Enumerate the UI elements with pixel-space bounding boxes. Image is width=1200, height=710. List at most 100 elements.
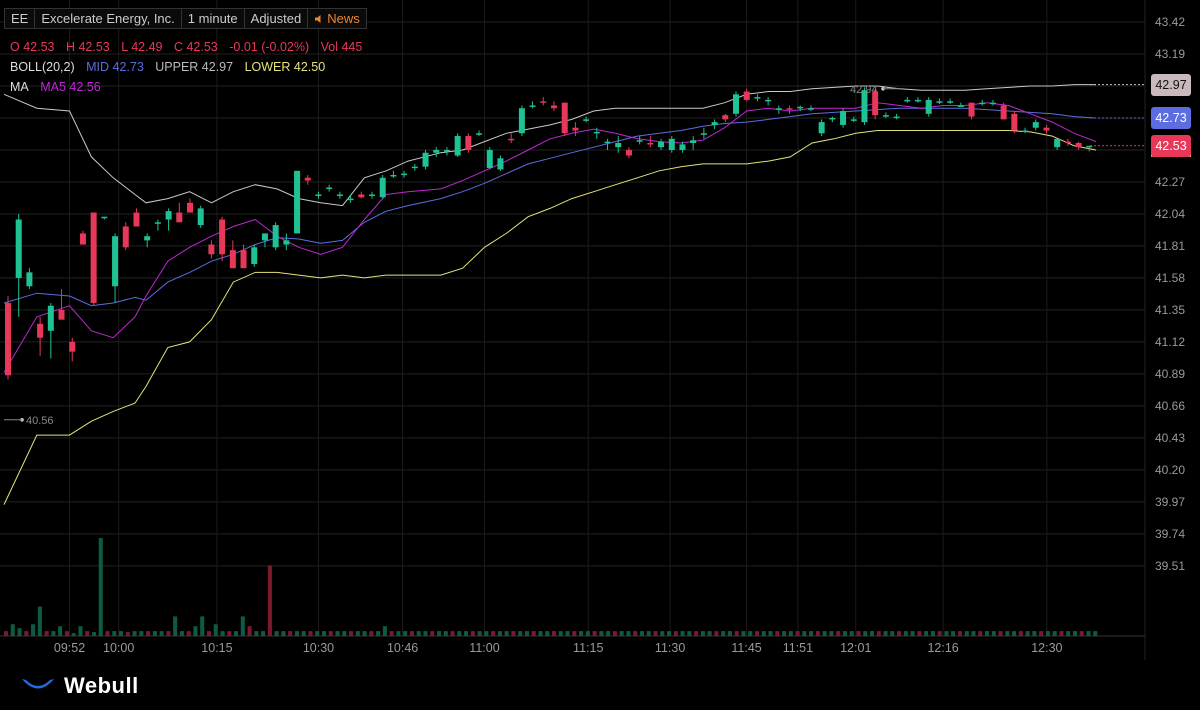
volume-bar (1018, 631, 1023, 636)
candle-body (1011, 113, 1018, 131)
volume-bar (146, 631, 151, 636)
candle-body (112, 236, 119, 287)
volume-bar (585, 631, 590, 636)
volume-bar (1039, 631, 1044, 636)
volume-bar (37, 606, 42, 636)
volume-bar (829, 631, 834, 636)
volume-bar (572, 631, 577, 636)
y-tick-label: 43.19 (1155, 46, 1186, 61)
ma-legend[interactable]: MA MA5 42.56 (10, 80, 109, 94)
volume-bar (1032, 631, 1037, 636)
candle-body (229, 250, 236, 269)
volume-bar (951, 631, 956, 636)
brand-logo: Webull (20, 673, 139, 699)
y-tick-label: 39.51 (1155, 558, 1186, 573)
volume-bar (646, 631, 651, 636)
volume-bar (700, 631, 705, 636)
volume-bar (491, 631, 496, 636)
candle-body (219, 219, 226, 255)
volume-bar (511, 631, 516, 636)
candle-body (893, 116, 900, 119)
x-tick-label: 12:01 (840, 641, 872, 655)
boll-lower-line (3, 130, 1097, 505)
candle-body (551, 105, 557, 109)
candle-body (347, 198, 354, 201)
candle-body (604, 141, 611, 144)
company-name[interactable]: Excelerate Energy, Inc. (35, 8, 182, 29)
volume-bar (1025, 631, 1030, 636)
volume-bar (173, 616, 178, 636)
candle-body (754, 97, 761, 99)
x-tick-label: 11:15 (573, 641, 604, 655)
volume-bar (883, 631, 888, 636)
adjust-selector[interactable]: Adjusted (244, 8, 309, 29)
y-tick-label: 39.97 (1155, 494, 1186, 509)
volume-bar (443, 631, 448, 636)
y-tick-label: 39.74 (1155, 526, 1186, 541)
candle-body (743, 91, 750, 100)
candle-body (1032, 122, 1039, 128)
price-badge: 42.97 (1151, 73, 1191, 96)
volume-bar (971, 631, 976, 636)
volume-bar (978, 631, 983, 636)
volume-bar (727, 631, 732, 636)
volume-bar (1059, 631, 1064, 636)
x-tick-label: 09:52 (53, 641, 86, 655)
volume-bar (890, 631, 895, 636)
candle-body (336, 194, 343, 196)
volume-bar (856, 631, 861, 636)
candle-body (15, 219, 22, 278)
volume-bar (924, 631, 929, 636)
volume-bar (335, 631, 340, 636)
x-tick-label: 12:30 (1031, 641, 1063, 655)
symbol-label[interactable]: EE (4, 8, 36, 29)
volume-bar (869, 631, 875, 636)
volume-bar (1012, 631, 1017, 636)
volume-bar (193, 626, 198, 636)
y-tick-label: 41.12 (1155, 334, 1186, 349)
volume-bar (91, 632, 97, 636)
volume-bar (139, 631, 144, 636)
volume-bar (741, 631, 746, 636)
low-label: 40.56 (26, 415, 54, 427)
volume-bar (159, 631, 164, 636)
candle-body (818, 122, 825, 134)
candle-body (133, 212, 140, 227)
volume-bar (863, 631, 868, 636)
volume-bar (714, 631, 719, 636)
y-tick-label: 40.66 (1155, 398, 1186, 413)
high-label: 42.94 (850, 84, 878, 96)
chart-grid (0, 0, 1146, 660)
candle-body (476, 133, 483, 135)
candle-body (690, 140, 697, 144)
candle-body (208, 244, 215, 255)
volume-bar (761, 631, 766, 636)
candle-body (261, 233, 268, 241)
interval-selector[interactable]: 1 minute (181, 8, 245, 29)
volume-bar (477, 631, 482, 636)
candle-body (786, 108, 793, 110)
volume-bar (538, 631, 543, 636)
candle-body (872, 91, 879, 116)
volume-bar (964, 631, 969, 636)
volume-bar (694, 631, 699, 636)
candle-body (69, 341, 76, 352)
candle-body (379, 177, 386, 198)
candle-body (272, 225, 279, 248)
volume-bar (903, 631, 908, 636)
volume-bar (125, 632, 130, 636)
volume-bar (910, 631, 915, 636)
volume-bar (626, 631, 631, 636)
volume-bar (984, 631, 990, 636)
candle-body (187, 202, 193, 213)
boll-legend[interactable]: BOLL(20,2) MID 42.73 UPPER 42.97 LOWER 4… (10, 60, 333, 74)
boll-mid: MID 42.73 (86, 60, 144, 74)
volume-bar (227, 631, 232, 636)
price-badge: 42.73 (1151, 106, 1191, 129)
candle-body (497, 158, 504, 170)
candle-body (1000, 105, 1007, 120)
candle-body (711, 122, 718, 125)
news-button[interactable]: News (308, 8, 367, 29)
volume-bar (342, 631, 347, 636)
